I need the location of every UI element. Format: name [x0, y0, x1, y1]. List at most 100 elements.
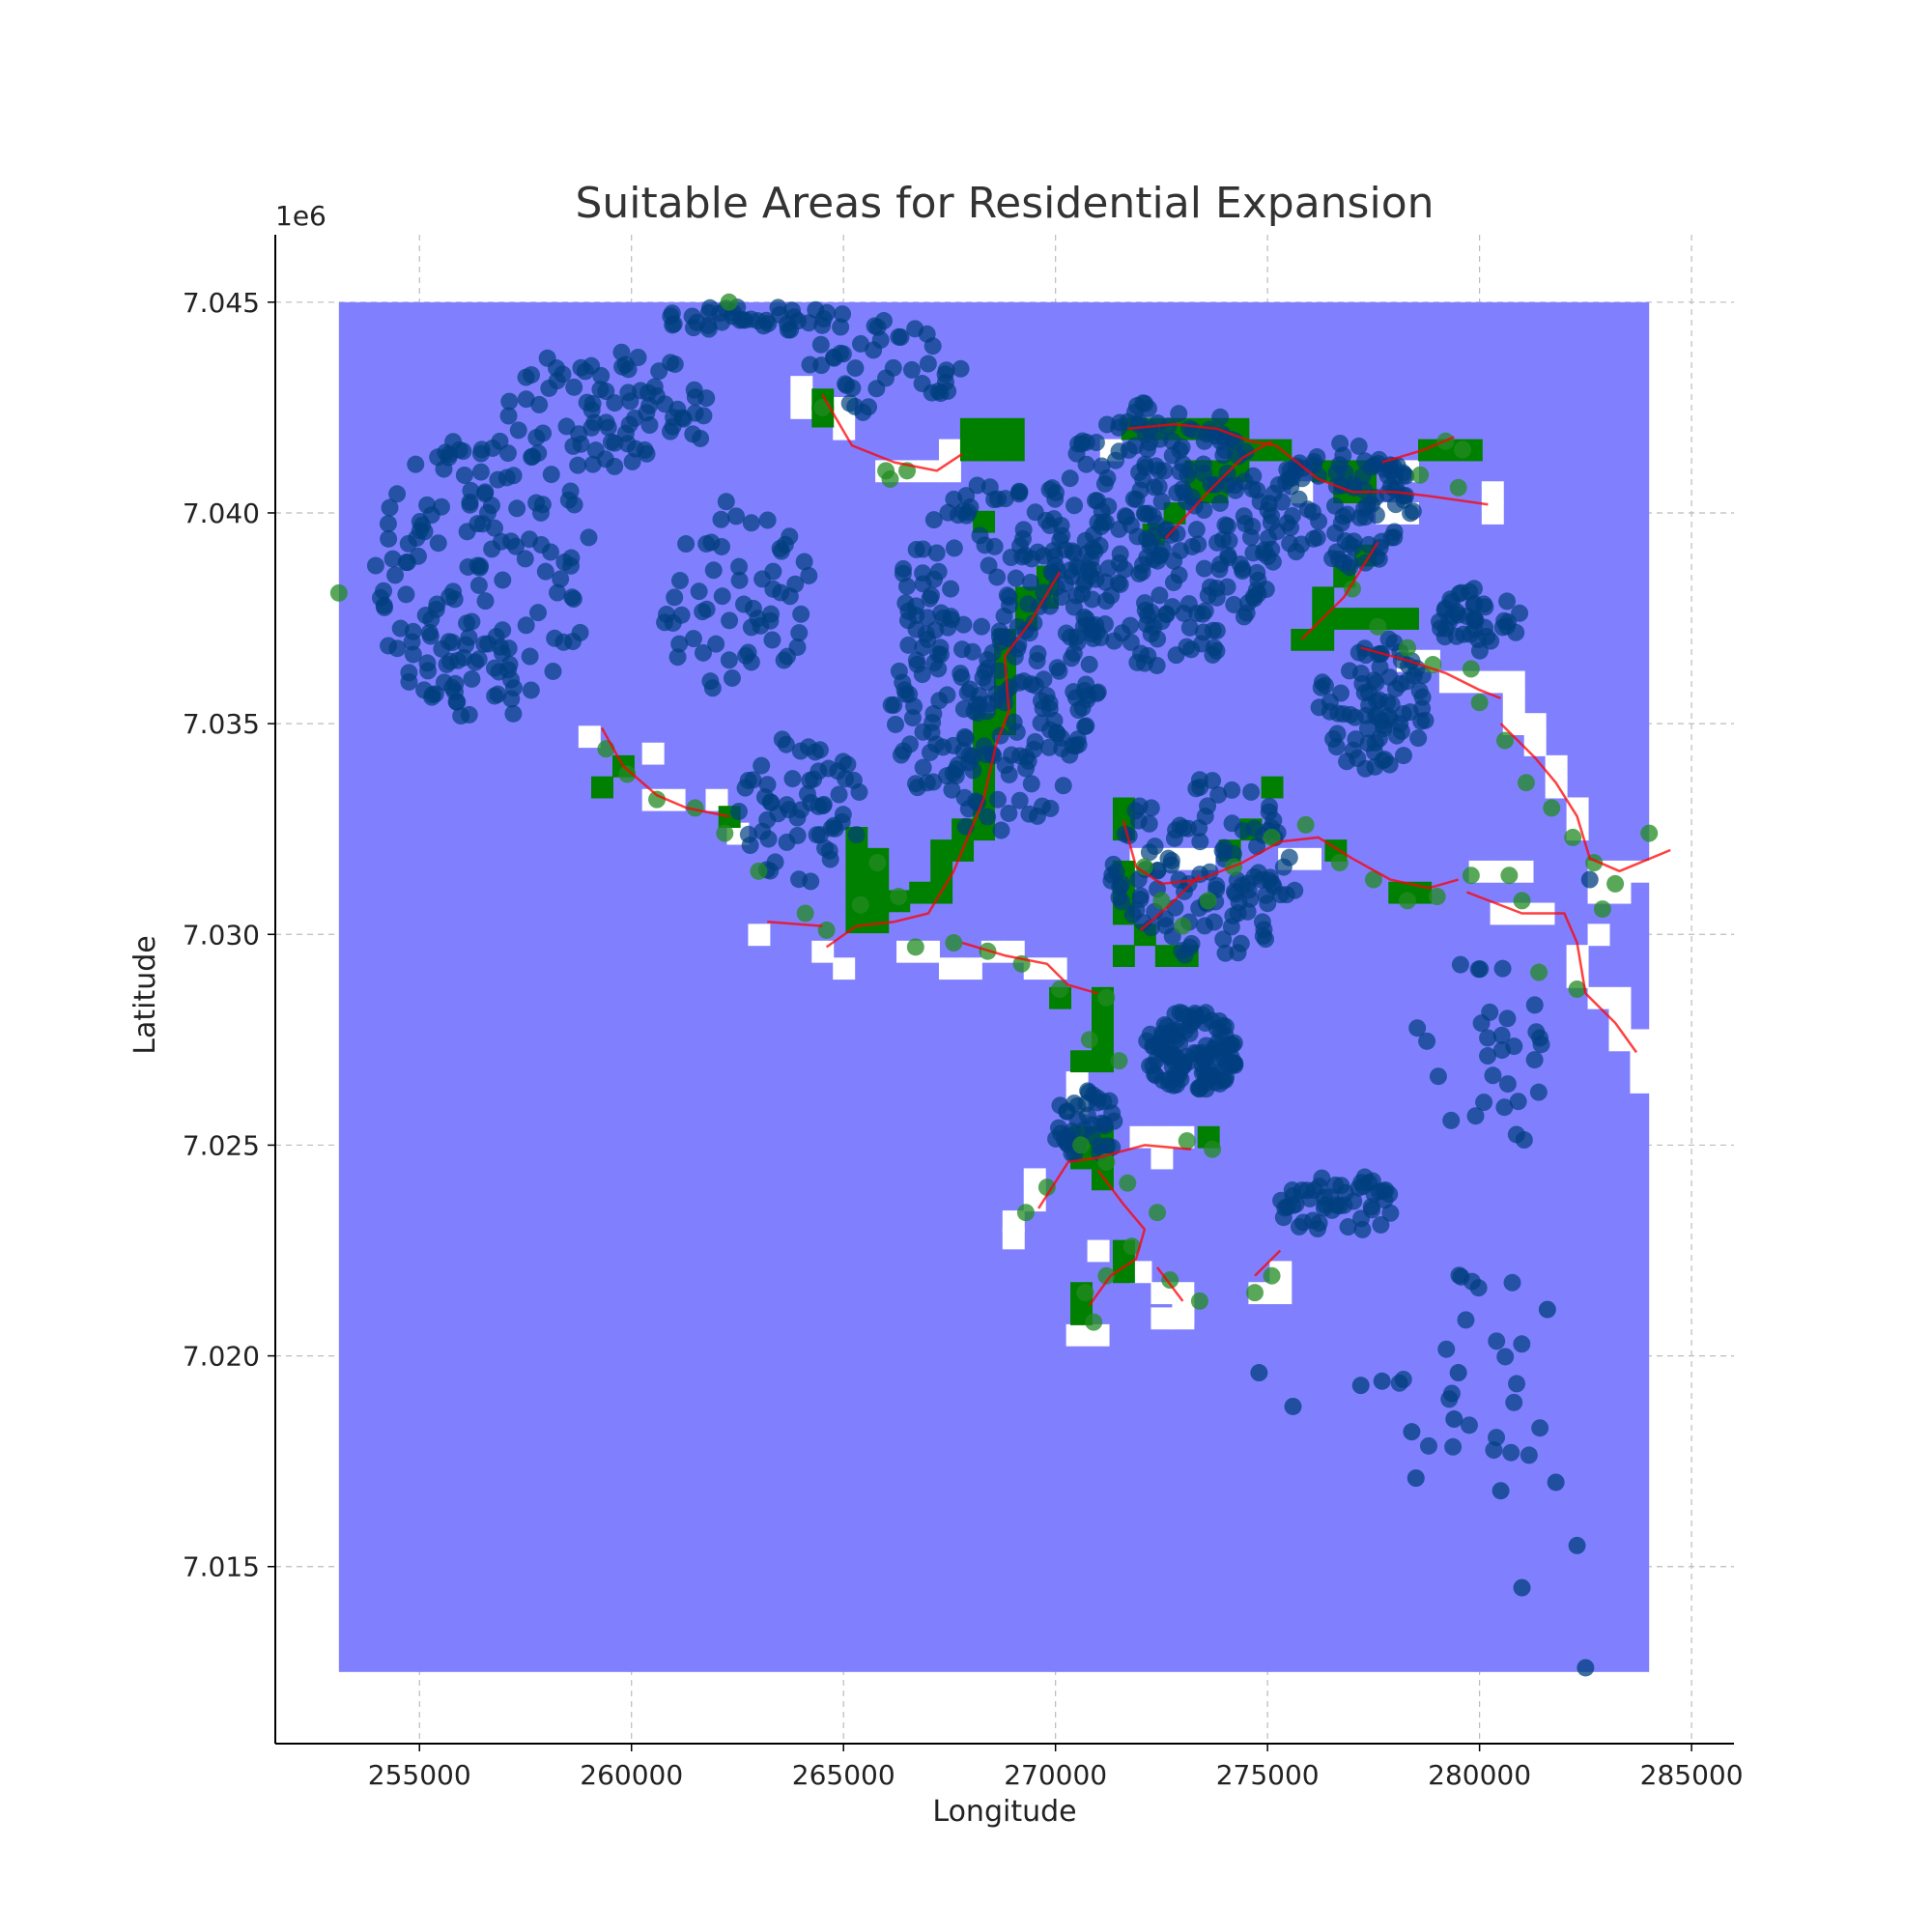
- y-tick-label: 7.035: [183, 708, 260, 740]
- buffer-cell: [1151, 1147, 1174, 1170]
- existing-point: [1492, 1026, 1511, 1044]
- suitable-cell: [973, 776, 996, 799]
- suitable-point: [1296, 815, 1315, 834]
- existing-point: [1133, 563, 1151, 582]
- buffer-cell: [1608, 986, 1632, 1009]
- suitable-point: [1080, 1031, 1098, 1049]
- existing-point: [1223, 781, 1241, 799]
- suitable-cell: [1091, 1050, 1114, 1073]
- existing-point: [1111, 575, 1129, 593]
- existing-point: [952, 665, 970, 683]
- existing-point: [701, 672, 720, 691]
- suitable-cell: [1091, 1008, 1114, 1031]
- buffer-cell: [1608, 1008, 1632, 1031]
- existing-point: [1242, 782, 1261, 801]
- existing-point: [1189, 1079, 1208, 1097]
- existing-point: [1310, 512, 1328, 530]
- existing-point: [1222, 918, 1240, 936]
- suitable-point: [686, 799, 704, 817]
- existing-point: [886, 715, 904, 733]
- existing-point: [1022, 550, 1040, 568]
- existing-point: [1247, 581, 1265, 599]
- existing-point: [1084, 526, 1102, 544]
- buffer-cell: [1129, 1261, 1152, 1284]
- existing-point: [1135, 654, 1153, 672]
- existing-point: [938, 686, 956, 704]
- suitable-point: [750, 862, 768, 880]
- existing-point: [1580, 870, 1599, 889]
- x-tick-label: 270000: [1004, 1759, 1107, 1791]
- existing-point: [1352, 1209, 1371, 1228]
- existing-point: [1122, 633, 1140, 651]
- existing-point: [959, 800, 978, 818]
- buffer-cell: [1545, 754, 1568, 778]
- existing-point: [684, 630, 702, 648]
- existing-point: [1507, 623, 1525, 641]
- existing-point: [975, 737, 993, 755]
- suitable-point: [1110, 1052, 1128, 1070]
- existing-point: [1444, 1437, 1463, 1456]
- existing-point: [1096, 592, 1115, 611]
- existing-point: [847, 826, 866, 844]
- existing-point: [1083, 590, 1101, 609]
- existing-point: [554, 633, 573, 651]
- existing-point: [421, 627, 440, 645]
- suitable-points-layer: [329, 293, 1659, 1331]
- existing-point: [749, 610, 767, 628]
- existing-point: [1538, 1300, 1556, 1319]
- buffer-cell: [1299, 847, 1322, 870]
- existing-point: [811, 335, 830, 354]
- existing-point: [1479, 1047, 1497, 1065]
- existing-point: [1165, 552, 1183, 570]
- existing-point: [1475, 595, 1493, 613]
- x-tick-label: 265000: [792, 1759, 895, 1791]
- existing-point: [1080, 655, 1098, 673]
- existing-point: [460, 628, 478, 646]
- existing-point: [1398, 672, 1416, 691]
- existing-point: [1418, 1032, 1436, 1050]
- existing-point: [1167, 646, 1185, 665]
- existing-point: [697, 534, 716, 553]
- existing-point: [1214, 446, 1233, 465]
- existing-point: [504, 467, 523, 485]
- existing-point: [1218, 578, 1236, 596]
- suitable-cell: [930, 839, 953, 862]
- existing-point: [508, 499, 526, 518]
- existing-point: [992, 821, 1010, 839]
- existing-point: [790, 624, 809, 642]
- existing-point: [1048, 724, 1066, 743]
- existing-point: [404, 645, 422, 664]
- existing-point: [1351, 1377, 1370, 1395]
- road-line: [1499, 723, 1671, 873]
- road-line: [1300, 541, 1379, 640]
- existing-point: [890, 662, 908, 680]
- existing-point: [500, 392, 519, 411]
- existing-point: [1021, 573, 1039, 591]
- existing-point: [440, 587, 459, 606]
- suitable-point: [1530, 963, 1548, 981]
- suitable-point: [1606, 874, 1625, 893]
- existing-point: [1113, 893, 1131, 911]
- existing-point: [583, 394, 602, 412]
- existing-point: [491, 432, 509, 450]
- existing-point: [1008, 723, 1026, 741]
- buffer-cell: [938, 460, 961, 483]
- existing-point: [931, 645, 950, 664]
- existing-point: [919, 355, 937, 373]
- existing-point: [502, 690, 521, 708]
- existing-point: [1322, 1201, 1341, 1219]
- chart-title: Suitable Areas for Residential Expansion: [575, 179, 1434, 228]
- road-line: [961, 941, 1098, 995]
- existing-point: [742, 653, 760, 671]
- existing-point: [942, 580, 960, 598]
- existing-point: [1208, 621, 1226, 639]
- existing-point: [1532, 1036, 1550, 1054]
- existing-point: [929, 562, 948, 581]
- existing-point: [762, 605, 781, 623]
- existing-point: [1515, 1131, 1533, 1150]
- existing-point: [778, 796, 796, 814]
- suitable-cell: [959, 439, 982, 462]
- suitable-point: [1449, 478, 1467, 497]
- suitable-cell: [1112, 1261, 1135, 1284]
- existing-point: [1107, 863, 1125, 881]
